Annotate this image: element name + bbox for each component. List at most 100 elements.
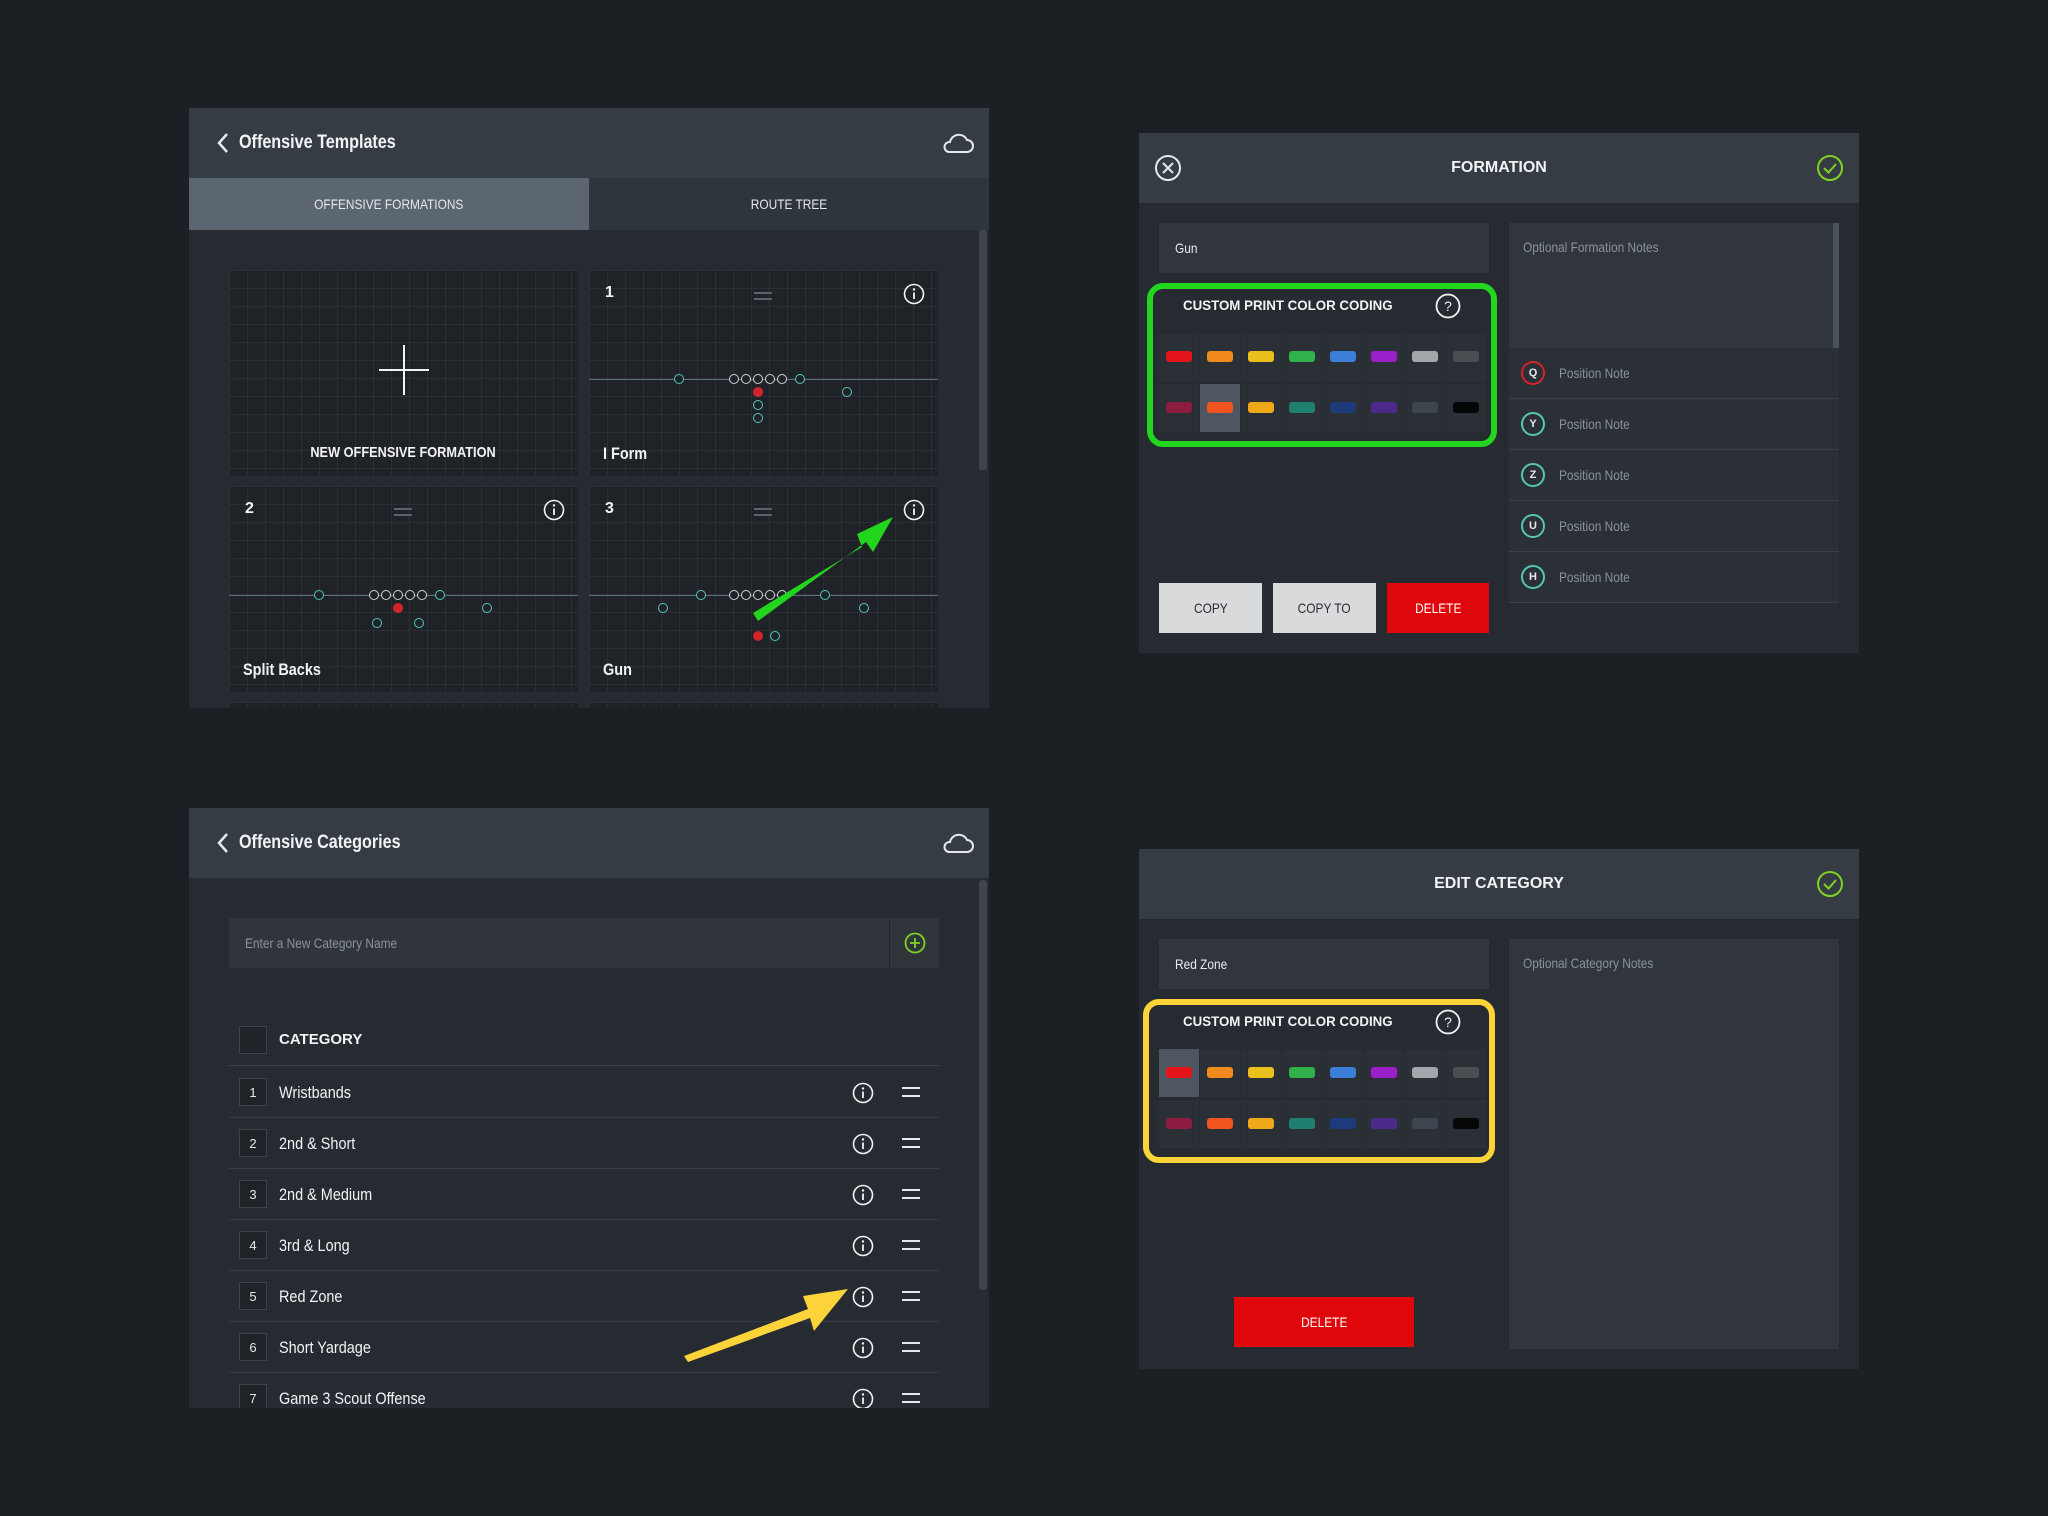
formation-name-field[interactable]: Gun xyxy=(1159,223,1489,273)
color-swatch[interactable] xyxy=(1282,333,1322,381)
copy-button[interactable]: COPY xyxy=(1159,583,1262,633)
info-icon[interactable] xyxy=(902,282,926,306)
new-formation-card[interactable]: NEW OFFENSIVE FORMATION xyxy=(229,270,578,476)
color-swatch[interactable] xyxy=(1282,1049,1322,1097)
cloud-sync-icon[interactable] xyxy=(941,128,975,158)
color-swatch[interactable] xyxy=(1159,333,1199,381)
color-swatch[interactable] xyxy=(1200,1100,1240,1148)
card-number: 3 xyxy=(605,500,614,517)
color-swatch[interactable] xyxy=(1446,384,1486,432)
formation-notes-field[interactable]: Optional Formation Notes xyxy=(1509,223,1829,348)
position-note-row[interactable]: H Position Note xyxy=(1509,552,1839,603)
position-note-row[interactable]: U Position Note xyxy=(1509,501,1839,552)
confirm-check-icon[interactable] xyxy=(1815,869,1845,899)
category-row[interactable]: 3 2nd & Medium xyxy=(229,1169,939,1220)
color-swatch[interactable] xyxy=(1159,1100,1199,1148)
confirm-check-icon[interactable] xyxy=(1815,153,1845,183)
color-swatch[interactable] xyxy=(1200,1049,1240,1097)
player-marker xyxy=(859,603,869,613)
formation-card-split-backs[interactable]: 2 Split Backs xyxy=(229,486,578,692)
drag-handle-icon[interactable] xyxy=(902,1138,920,1148)
cloud-sync-icon[interactable] xyxy=(941,828,975,858)
category-name-field[interactable]: Red Zone xyxy=(1159,939,1489,989)
drag-handle-icon[interactable] xyxy=(902,1342,920,1352)
color-swatch[interactable] xyxy=(1446,1100,1486,1148)
color-swatch[interactable] xyxy=(1364,384,1404,432)
category-row[interactable]: 4 3rd & Long xyxy=(229,1220,939,1271)
category-row[interactable]: 2 2nd & Short xyxy=(229,1118,939,1169)
drag-handle-icon[interactable] xyxy=(754,292,772,300)
select-all-checkbox[interactable] xyxy=(239,1026,267,1054)
info-icon[interactable] xyxy=(851,1387,875,1408)
position-note-row[interactable]: Y Position Note xyxy=(1509,399,1839,450)
color-swatch[interactable] xyxy=(1405,1049,1445,1097)
color-swatch[interactable] xyxy=(1446,333,1486,381)
color-swatch[interactable] xyxy=(1241,333,1281,381)
color-swatch[interactable] xyxy=(1323,333,1363,381)
scrollbar[interactable] xyxy=(1833,223,1839,463)
category-row[interactable]: 6 Short Yardage xyxy=(229,1322,939,1373)
category-row[interactable]: 1 Wristbands xyxy=(229,1067,939,1118)
color-swatch[interactable] xyxy=(1282,1100,1322,1148)
back-chevron-icon[interactable] xyxy=(209,128,239,158)
position-note-row[interactable]: Z Position Note xyxy=(1509,450,1839,501)
scrollbar[interactable] xyxy=(979,230,987,470)
info-icon[interactable] xyxy=(851,1081,875,1105)
info-icon[interactable] xyxy=(902,498,926,522)
player-marker xyxy=(381,590,391,600)
copy-to-button[interactable]: COPY TO xyxy=(1273,583,1376,633)
color-swatch[interactable] xyxy=(1241,1049,1281,1097)
category-row[interactable]: 5 Red Zone xyxy=(229,1271,939,1322)
drag-handle-icon[interactable] xyxy=(902,1393,920,1403)
help-question-icon[interactable]: ? xyxy=(1434,292,1462,320)
tab-offensive-formations[interactable]: OFFENSIVE FORMATIONS xyxy=(189,178,589,230)
color-swatch[interactable] xyxy=(1446,1049,1486,1097)
color-swatch[interactable] xyxy=(1200,333,1240,381)
drag-handle-icon[interactable] xyxy=(394,508,412,516)
drag-handle-icon[interactable] xyxy=(902,1240,920,1250)
color-swatch[interactable] xyxy=(1364,333,1404,381)
color-swatch[interactable] xyxy=(1323,384,1363,432)
color-swatch[interactable] xyxy=(1241,1100,1281,1148)
drag-handle-icon[interactable] xyxy=(902,1087,920,1097)
position-note-row[interactable]: Q Position Note xyxy=(1509,348,1839,399)
formation-card-gun[interactable]: 3 Gun xyxy=(589,486,938,692)
color-swatch[interactable] xyxy=(1364,1100,1404,1148)
info-icon[interactable] xyxy=(851,1132,875,1156)
info-icon[interactable] xyxy=(851,1336,875,1360)
color-swatch[interactable] xyxy=(1241,384,1281,432)
color-swatch[interactable] xyxy=(1405,333,1445,381)
new-category-input[interactable]: Enter a New Category Name xyxy=(229,918,939,968)
help-question-icon[interactable]: ? xyxy=(1434,1008,1462,1036)
back-chevron-icon[interactable] xyxy=(209,828,239,858)
color-swatch[interactable] xyxy=(1159,1049,1199,1097)
color-swatch[interactable] xyxy=(1282,384,1322,432)
row-number: 5 xyxy=(239,1282,267,1310)
color-swatch[interactable] xyxy=(1200,384,1240,432)
info-icon[interactable] xyxy=(542,498,566,522)
formation-card-i-form[interactable]: 1 I Form xyxy=(589,270,938,476)
svg-text:?: ? xyxy=(1444,1014,1452,1030)
color-swatch[interactable] xyxy=(1364,1049,1404,1097)
info-icon[interactable] xyxy=(851,1285,875,1309)
drag-handle-icon[interactable] xyxy=(754,508,772,516)
drag-handle-icon[interactable] xyxy=(902,1291,920,1301)
player-marker xyxy=(729,590,739,600)
color-swatch[interactable] xyxy=(1323,1049,1363,1097)
info-icon[interactable] xyxy=(851,1234,875,1258)
color-swatch[interactable] xyxy=(1323,1100,1363,1148)
add-circle-icon[interactable] xyxy=(903,931,927,955)
category-row[interactable]: 7 Game 3 Scout Offense xyxy=(229,1373,939,1408)
close-icon[interactable] xyxy=(1153,153,1183,183)
info-icon[interactable] xyxy=(851,1183,875,1207)
color-swatch[interactable] xyxy=(1159,384,1199,432)
category-notes-field[interactable]: Optional Category Notes xyxy=(1509,939,1839,1349)
color-swatch[interactable] xyxy=(1405,384,1445,432)
color-coding-section: CUSTOM PRINT COLOR CODING ? xyxy=(1159,999,1489,1159)
delete-button[interactable]: DELETE xyxy=(1387,583,1489,633)
color-swatch[interactable] xyxy=(1405,1100,1445,1148)
delete-button[interactable]: DELETE xyxy=(1234,1297,1414,1347)
drag-handle-icon[interactable] xyxy=(902,1189,920,1199)
tab-route-tree[interactable]: ROUTE TREE xyxy=(750,196,828,212)
scrollbar[interactable] xyxy=(979,880,987,1290)
